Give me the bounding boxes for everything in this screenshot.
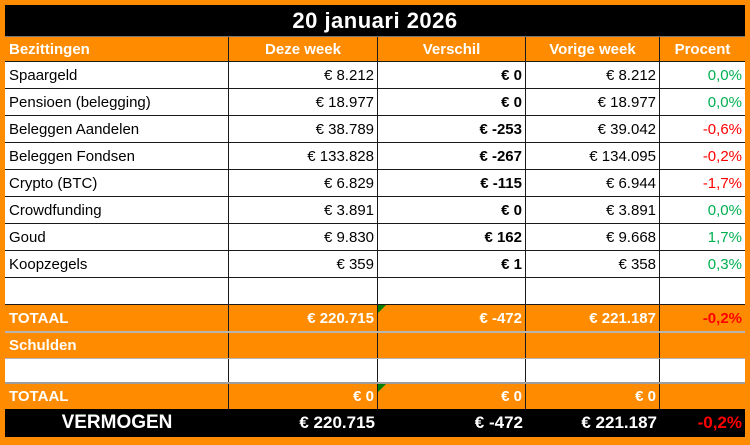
diff-cell[interactable]: € -253 [378, 116, 526, 142]
asset-label[interactable]: Beleggen Aandelen [5, 116, 229, 142]
diff-cell[interactable]: € 0 [378, 197, 526, 223]
asset-label[interactable]: Beleggen Fondsen [5, 143, 229, 169]
last-week-cell[interactable]: € 134.095 [526, 143, 660, 169]
net-worth-last-week[interactable]: € 221.187 [581, 413, 657, 432]
diff-cell[interactable]: € -267 [378, 143, 526, 169]
asset-label[interactable]: Crowdfunding [5, 197, 229, 223]
percent-cell[interactable]: -1,7% [702, 174, 742, 192]
col-header-verschil[interactable]: Verschil [378, 37, 526, 61]
col-header-deze-week[interactable]: Deze week [229, 37, 378, 61]
this-week-cell[interactable]: € 18.977 [229, 89, 378, 115]
debts-total-last-week[interactable]: € 0 [526, 384, 660, 409]
empty-row [5, 278, 745, 305]
asset-row: Crypto (BTC) € 6.829 € -115 € 6.944 -1,7… [5, 170, 745, 197]
asset-row: Crowdfunding € 3.891 € 0 € 3.891 0,0% [5, 197, 745, 224]
debts-total-diff[interactable]: € 0 [378, 384, 526, 409]
last-week-cell[interactable]: € 9.668 [526, 224, 660, 250]
empty-cell[interactable] [378, 359, 526, 382]
net-worth-percent[interactable]: -0,2% [697, 413, 742, 432]
assets-total-row: TOTAAL € 220.715 € -472 € 221.187 -0,2% [5, 305, 745, 333]
debts-total-diff-value: € 0 [501, 388, 522, 405]
asset-label[interactable]: Pensioen (belegging) [5, 89, 229, 115]
debts-section-row: Schulden [5, 333, 745, 359]
this-week-cell[interactable]: € 9.830 [229, 224, 378, 250]
percent-cell[interactable]: 0,0% [707, 66, 742, 84]
cell-corner-marker-icon [378, 305, 386, 313]
net-worth-this-week[interactable]: € 220.715 [299, 413, 375, 432]
assets-total-last-week[interactable]: € 221.187 [526, 305, 660, 331]
asset-label[interactable]: Goud [5, 224, 229, 250]
assets-total-this-week[interactable]: € 220.715 [229, 305, 378, 331]
assets-total-diff[interactable]: € -472 [378, 305, 526, 331]
this-week-cell[interactable]: € 6.829 [229, 170, 378, 196]
diff-cell[interactable]: € -115 [378, 170, 526, 196]
empty-cell[interactable] [526, 333, 660, 358]
last-week-cell[interactable]: € 18.977 [526, 89, 660, 115]
asset-row: Goud € 9.830 € 162 € 9.668 1,7% [5, 224, 745, 251]
empty-cell[interactable] [378, 278, 526, 304]
asset-label[interactable]: Koopzegels [5, 251, 229, 277]
date-title: 20 januari 2026 [5, 5, 745, 37]
debts-section-label[interactable]: Schulden [5, 333, 229, 358]
net-worth-diff[interactable]: € -472 [474, 413, 523, 432]
net-worth-label[interactable]: VERMOGEN [61, 412, 173, 433]
percent-cell[interactable]: -0,6% [702, 120, 742, 138]
empty-cell[interactable] [660, 278, 745, 304]
empty-cell[interactable] [526, 359, 660, 382]
percent-cell[interactable]: -0,2% [702, 147, 742, 165]
asset-row: Beleggen Fondsen € 133.828 € -267 € 134.… [5, 143, 745, 170]
asset-row: Koopzegels € 359 € 1 € 358 0,3% [5, 251, 745, 278]
asset-label[interactable]: Spaargeld [5, 62, 229, 88]
empty-cell[interactable] [660, 333, 745, 358]
col-header-procent[interactable]: Procent [674, 40, 731, 58]
percent-cell[interactable]: 1,7% [707, 228, 742, 246]
last-week-cell[interactable]: € 3.891 [526, 197, 660, 223]
assets-total-diff-value: € -472 [479, 309, 522, 327]
last-week-cell[interactable]: € 39.042 [526, 116, 660, 142]
empty-row [5, 359, 745, 384]
debts-total-this-week[interactable]: € 0 [229, 384, 378, 409]
asset-row: Beleggen Aandelen € 38.789 € -253 € 39.0… [5, 116, 745, 143]
diff-cell[interactable]: € 162 [378, 224, 526, 250]
col-header-vorige-week[interactable]: Vorige week [526, 37, 660, 61]
assets-total-percent[interactable]: -0,2% [702, 309, 742, 327]
percent-cell[interactable]: 0,0% [707, 201, 742, 219]
empty-cell[interactable] [229, 333, 378, 358]
debts-total-percent[interactable] [660, 384, 745, 409]
asset-row: Pensioen (belegging) € 18.977 € 0 € 18.9… [5, 89, 745, 116]
asset-row: Spaargeld € 8.212 € 0 € 8.212 0,0% [5, 62, 745, 89]
diff-cell[interactable]: € 0 [378, 89, 526, 115]
header-row: Bezittingen Deze week Verschil Vorige we… [5, 37, 745, 62]
last-week-cell[interactable]: € 6.944 [526, 170, 660, 196]
empty-cell[interactable] [5, 359, 229, 382]
cell-corner-marker-icon [378, 384, 386, 392]
empty-cell[interactable] [229, 359, 378, 382]
debts-total-label[interactable]: TOTAAL [5, 384, 229, 409]
assets-total-label[interactable]: TOTAAL [5, 305, 229, 331]
empty-cell[interactable] [5, 278, 229, 304]
empty-cell[interactable] [660, 359, 745, 382]
percent-cell[interactable]: 0,0% [707, 93, 742, 111]
last-week-cell[interactable]: € 8.212 [526, 62, 660, 88]
empty-cell[interactable] [378, 333, 526, 358]
last-week-cell[interactable]: € 358 [526, 251, 660, 277]
asset-label[interactable]: Crypto (BTC) [5, 170, 229, 196]
date-title-text: 20 januari 2026 [292, 7, 458, 33]
diff-cell[interactable]: € 0 [378, 62, 526, 88]
this-week-cell[interactable]: € 133.828 [229, 143, 378, 169]
empty-cell[interactable] [526, 278, 660, 304]
this-week-cell[interactable]: € 8.212 [229, 62, 378, 88]
diff-cell[interactable]: € 1 [378, 251, 526, 277]
percent-cell[interactable]: 0,3% [707, 255, 742, 273]
debts-total-row: TOTAAL € 0 € 0 € 0 [5, 384, 745, 409]
this-week-cell[interactable]: € 359 [229, 251, 378, 277]
this-week-cell[interactable]: € 3.891 [229, 197, 378, 223]
empty-cell[interactable] [229, 278, 378, 304]
col-header-bezittingen[interactable]: Bezittingen [5, 37, 229, 61]
this-week-cell[interactable]: € 38.789 [229, 116, 378, 142]
net-worth-row: VERMOGEN € 220.715 € -472 € 221.187 -0,2… [5, 409, 745, 437]
